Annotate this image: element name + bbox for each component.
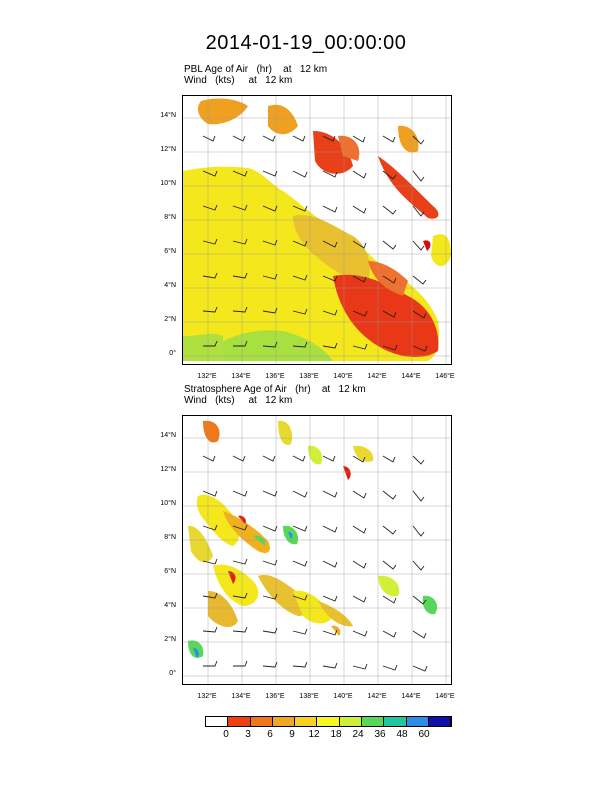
- lat-tick: 0°: [169, 350, 176, 357]
- panel2-field-label-row: Stratosphere Age of Air (hr) at 12 km: [184, 384, 366, 395]
- colorbar-label: 24: [352, 729, 364, 740]
- pbl-graticule: [183, 96, 451, 364]
- lat-tick: 6°N: [164, 248, 176, 255]
- stratosphere-age-map: [182, 415, 452, 685]
- colorbar-swatch: [384, 717, 407, 726]
- lon-tick: 144°E: [401, 373, 421, 380]
- colorbar-swatch: [272, 717, 296, 726]
- colorbar-swatch: [339, 717, 363, 726]
- panel1-wind-label: Wind (kts): [184, 75, 235, 86]
- panel2-wind-level: at 12 km: [248, 395, 293, 406]
- panel2-wind-label-row: Wind (kts) at 12 km: [184, 395, 292, 406]
- lon-tick: 140°E: [333, 693, 353, 700]
- pbl-wind-barbs: [202, 135, 428, 352]
- colorbar-swatch: [362, 717, 385, 726]
- colorbar-swatch: [317, 717, 340, 726]
- colorbar-label: 9: [289, 729, 295, 740]
- colorbar: [205, 716, 453, 727]
- lon-tick: 142°E: [367, 693, 387, 700]
- lon-tick: 144°E: [401, 693, 421, 700]
- lat-tick: 14°N: [160, 112, 176, 119]
- colorbar-label: 36: [374, 729, 386, 740]
- panel2-wind-label: Wind (kts): [184, 395, 235, 406]
- lat-tick: 6°N: [164, 568, 176, 575]
- colorbar-swatch: [428, 717, 452, 726]
- lon-tick: 146°E: [435, 373, 455, 380]
- colorbar-swatch: [250, 717, 273, 726]
- lat-tick: 0°: [169, 670, 176, 677]
- colorbar-label: 3: [245, 729, 251, 740]
- lon-tick: 138°E: [299, 373, 319, 380]
- lat-tick: 2°N: [164, 636, 176, 643]
- lon-tick: 138°E: [299, 693, 319, 700]
- colorbar-swatch: [406, 717, 429, 726]
- lat-tick: 14°N: [160, 432, 176, 439]
- strat-wind-barbs: [202, 455, 428, 672]
- colorbar-swatch: [228, 717, 251, 726]
- lon-tick: 142°E: [367, 373, 387, 380]
- pbl-age-map: [182, 95, 452, 365]
- lat-tick: 10°N: [160, 180, 176, 187]
- lon-tick: 132°E: [197, 373, 217, 380]
- lon-tick: 136°E: [265, 693, 285, 700]
- colorbar-label: 12: [308, 729, 320, 740]
- lat-tick: 10°N: [160, 500, 176, 507]
- pbl-age-plot: [183, 96, 451, 364]
- lat-tick: 4°N: [164, 602, 176, 609]
- colorbar-swatch: [295, 717, 318, 726]
- strat-graticule: [183, 416, 451, 684]
- lat-tick: 8°N: [164, 214, 176, 221]
- lat-tick: 4°N: [164, 282, 176, 289]
- colorbar-label: 0: [223, 729, 229, 740]
- lon-tick: 146°E: [435, 693, 455, 700]
- lat-tick: 8°N: [164, 534, 176, 541]
- lat-tick: 2°N: [164, 316, 176, 323]
- plot-title: 2014-01-19_00:00:00: [205, 32, 407, 54]
- colorbar-label: 60: [418, 729, 430, 740]
- colorbar-label: 18: [330, 729, 342, 740]
- lon-tick: 140°E: [333, 373, 353, 380]
- stratosphere-age-plot: [183, 416, 451, 684]
- panel1-field-label: PBL Age of Air (hr): [184, 64, 273, 75]
- lat-tick: 12°N: [160, 146, 176, 153]
- panel1-wind-label-row: Wind (kts) at 12 km: [184, 75, 292, 86]
- colorbar-label: 6: [267, 729, 273, 740]
- pbl-shading: [183, 98, 451, 361]
- panel2-field-label: Stratosphere Age of Air (hr): [184, 384, 311, 395]
- lat-tick: 12°N: [160, 466, 176, 473]
- panel1-wind-level: at 12 km: [248, 75, 293, 86]
- lon-tick: 134°E: [231, 693, 251, 700]
- lon-tick: 132°E: [197, 693, 217, 700]
- panel1-field-label-row: PBL Age of Air (hr) at 12 km: [184, 64, 327, 75]
- lon-tick: 136°E: [265, 373, 285, 380]
- panel2-level-label: at 12 km: [321, 384, 366, 395]
- strat-shading: [188, 420, 438, 658]
- colorbar-label: 48: [396, 729, 408, 740]
- panel1-level-label: at 12 km: [283, 64, 328, 75]
- lon-tick: 134°E: [231, 373, 251, 380]
- colorbar-swatch: [206, 717, 229, 726]
